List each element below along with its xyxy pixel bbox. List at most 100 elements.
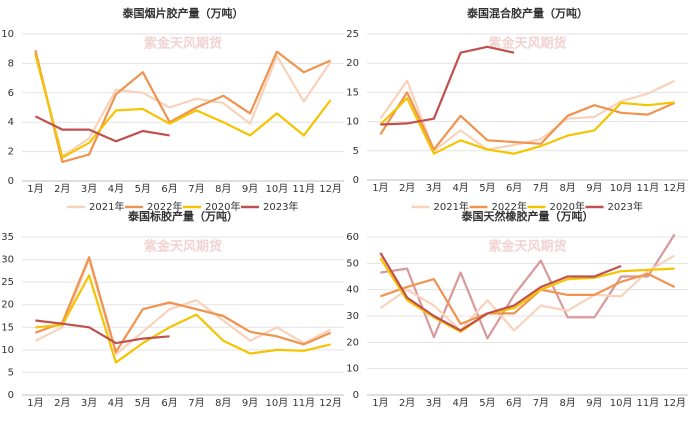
series-line xyxy=(379,79,676,152)
x-tick-label: 11月 xyxy=(637,182,660,194)
x-tick-label: 8月 xyxy=(559,182,575,194)
x-tick-label: 4月 xyxy=(452,397,468,409)
y-tick-label: 60 xyxy=(346,232,359,243)
x-tick-label: 6月 xyxy=(506,182,522,194)
legend-label: 2021年 xyxy=(434,200,469,213)
x-tick-label: 2月 xyxy=(54,397,70,409)
watermark: 紫金天风期货 xyxy=(488,36,566,52)
y-tick-label: 20 xyxy=(346,58,359,69)
x-tick-label: 2月 xyxy=(399,182,415,194)
y-tick-label: 30 xyxy=(1,255,14,266)
x-tick-label: 9月 xyxy=(586,182,602,194)
x-tick-label: 10月 xyxy=(266,183,289,195)
x-tick-label: 10月 xyxy=(266,397,289,409)
x-tick-label: 9月 xyxy=(586,397,602,409)
y-tick-label: 20 xyxy=(346,337,359,348)
x-tick-label: 3月 xyxy=(426,182,442,194)
y-tick-label: 15 xyxy=(346,87,359,98)
series-line xyxy=(379,97,675,155)
x-tick-label: 7月 xyxy=(533,182,549,194)
x-tick-label: 5月 xyxy=(479,182,495,194)
y-tick-label: 0 xyxy=(353,175,359,186)
y-tick-label: 0 xyxy=(8,390,14,401)
y-tick-label: 2 xyxy=(8,147,14,158)
y-tick-label: 10 xyxy=(346,364,359,375)
series-line xyxy=(34,54,332,159)
legend-label: 2020年 xyxy=(550,200,585,213)
x-tick-label: 3月 xyxy=(426,397,442,409)
x-tick-label: 1月 xyxy=(27,183,43,195)
x-tick-label: 12月 xyxy=(663,182,686,194)
y-tick-label: 35 xyxy=(1,232,14,243)
series-line xyxy=(34,115,170,143)
x-tick-label: 4月 xyxy=(452,182,468,194)
x-tick-label: 12月 xyxy=(319,397,342,409)
chart-title: 泰国混合胶产量（万吨） xyxy=(466,6,588,20)
x-tick-label: 5月 xyxy=(479,397,495,409)
x-tick-label: 10月 xyxy=(610,397,633,409)
y-tick-label: 5 xyxy=(353,146,359,157)
legend-label: 2022年 xyxy=(492,200,527,213)
legend-label: 2023年 xyxy=(608,200,643,213)
series-line xyxy=(379,257,675,333)
series-line xyxy=(35,256,332,354)
legend-label: 2021年 xyxy=(89,200,124,213)
y-tick-label: 5 xyxy=(8,367,14,378)
x-tick-label: 11月 xyxy=(292,183,315,195)
y-tick-label: 10 xyxy=(1,29,14,40)
watermark: 紫金天风期货 xyxy=(488,239,566,255)
y-tick-label: 0 xyxy=(8,176,14,187)
x-tick-label: 6月 xyxy=(506,397,522,409)
y-tick-label: 8 xyxy=(8,58,14,69)
x-tick-label: 12月 xyxy=(663,397,686,409)
y-tick-label: 50 xyxy=(346,258,359,269)
x-tick-label: 12月 xyxy=(319,183,342,195)
chart-title: 泰国标胶产量（万吨） xyxy=(127,209,238,223)
y-tick-label: 30 xyxy=(346,311,359,322)
chart-title: 泰国天然橡胶产量（万吨） xyxy=(461,209,594,223)
x-tick-label: 4月 xyxy=(108,183,124,195)
legend-label: 2020年 xyxy=(205,200,240,213)
x-tick-label: 7月 xyxy=(188,183,204,195)
x-tick-label: 2月 xyxy=(54,183,70,195)
legend-label: 2022年 xyxy=(147,200,182,213)
y-tick-label: 40 xyxy=(346,285,359,296)
x-tick-label: 6月 xyxy=(161,397,177,409)
x-tick-label: 10月 xyxy=(610,182,633,194)
series-line xyxy=(380,272,676,325)
x-tick-label: 1月 xyxy=(372,397,388,409)
watermark: 紫金天风期货 xyxy=(144,36,222,52)
x-tick-label: 3月 xyxy=(81,183,97,195)
y-tick-label: 25 xyxy=(1,277,14,288)
x-tick-label: 1月 xyxy=(372,182,388,194)
y-tick-label: 4 xyxy=(8,117,14,128)
x-tick-label: 9月 xyxy=(242,183,258,195)
x-tick-label: 2月 xyxy=(399,397,415,409)
y-tick-label: 10 xyxy=(1,345,14,356)
chart-title: 泰国烟片胶产量（万吨） xyxy=(122,6,244,20)
x-tick-label: 6月 xyxy=(161,183,177,195)
series-line xyxy=(34,52,332,158)
series-line xyxy=(380,45,515,126)
y-tick-label: 0 xyxy=(353,390,359,401)
x-tick-label: 8月 xyxy=(215,397,231,409)
series-line xyxy=(35,274,331,364)
legend-label: 2023年 xyxy=(263,200,298,213)
x-tick-label: 5月 xyxy=(135,183,151,195)
x-tick-label: 5月 xyxy=(135,397,151,409)
x-tick-label: 7月 xyxy=(533,397,549,409)
series-line xyxy=(379,91,676,151)
x-tick-label: 3月 xyxy=(81,397,97,409)
x-tick-label: 9月 xyxy=(242,397,258,409)
y-tick-label: 15 xyxy=(1,322,14,333)
x-tick-label: 8月 xyxy=(559,397,575,409)
x-tick-label: 8月 xyxy=(215,183,231,195)
x-tick-label: 7月 xyxy=(188,397,204,409)
watermark: 紫金天风期货 xyxy=(144,239,222,255)
x-tick-label: 11月 xyxy=(637,397,660,409)
series-line xyxy=(35,319,170,345)
x-tick-label: 4月 xyxy=(108,397,124,409)
y-tick-label: 6 xyxy=(8,88,14,99)
series-line xyxy=(379,254,676,332)
